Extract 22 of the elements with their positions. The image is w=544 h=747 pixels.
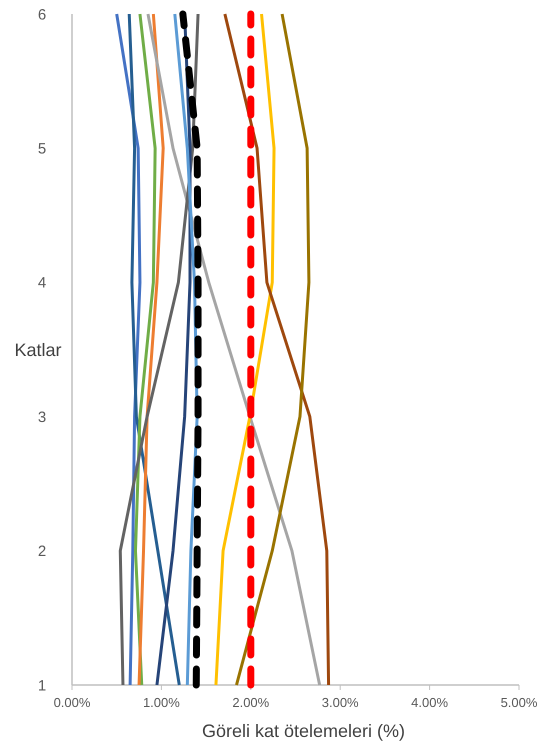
y-tick-label: 1	[38, 677, 46, 694]
x-tick-label: 3.00%	[322, 695, 360, 710]
x-axis-title: Göreli kat ötelemeleri (%)	[202, 721, 406, 741]
x-tick-label: 0.00%	[54, 695, 91, 710]
y-tick-label: 6	[38, 6, 46, 24]
x-tick-label: 5.00%	[500, 695, 538, 710]
y-tick-label: 5	[38, 140, 46, 158]
x-tick-label: 2.00%	[232, 695, 270, 710]
line-series	[134, 12, 157, 686]
line-series	[146, 12, 322, 686]
x-tick-label: 4.00%	[411, 695, 448, 710]
x-tick-label: 1.00%	[142, 695, 180, 710]
line-series	[214, 12, 276, 686]
y-tick-label: 3	[38, 408, 46, 426]
y-tick-label: 2	[38, 543, 46, 560]
y-tick-label: 4	[38, 274, 46, 292]
line-series	[138, 12, 165, 686]
line-series	[223, 12, 330, 686]
y-axis-title: Katlar	[14, 340, 62, 360]
line-series	[128, 12, 181, 686]
line-series	[234, 12, 310, 686]
line-series	[118, 12, 200, 686]
